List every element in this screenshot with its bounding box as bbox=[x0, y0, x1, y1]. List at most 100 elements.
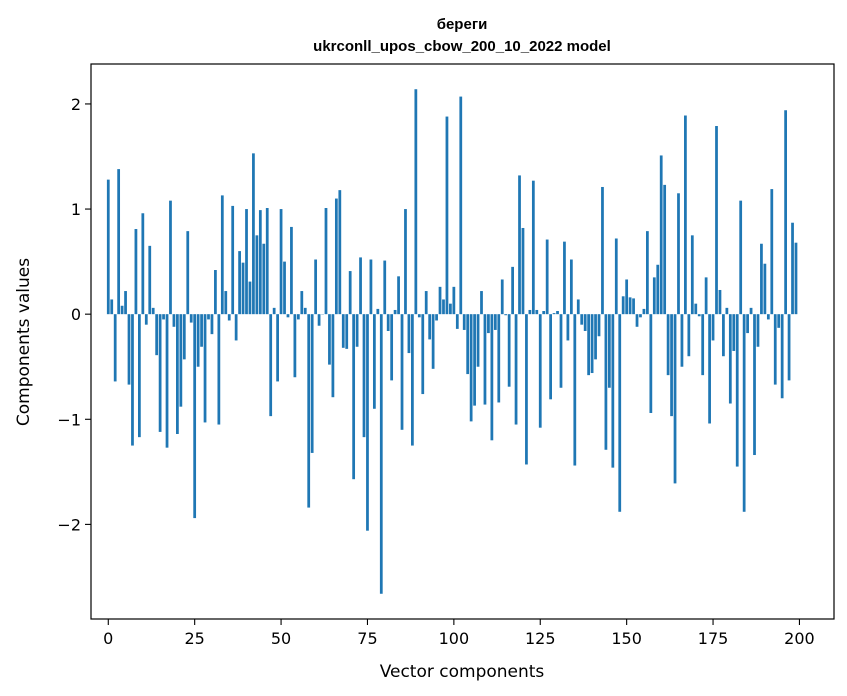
bar-107 bbox=[476, 314, 480, 367]
bar-9 bbox=[138, 314, 141, 438]
bar-116 bbox=[507, 314, 511, 387]
bar-12 bbox=[148, 245, 152, 315]
bar-77 bbox=[372, 314, 376, 409]
bar-58 bbox=[307, 314, 311, 508]
bar-60 bbox=[314, 259, 318, 315]
bar-146 bbox=[611, 314, 615, 468]
bar-123 bbox=[531, 180, 535, 315]
x-tick-label: 50 bbox=[271, 629, 291, 648]
bar-159 bbox=[656, 264, 660, 315]
bar-65 bbox=[331, 314, 335, 398]
bar-118 bbox=[514, 314, 518, 425]
bar-3 bbox=[117, 169, 121, 315]
bar-11 bbox=[144, 314, 148, 325]
bar-188 bbox=[756, 314, 760, 347]
bar-25 bbox=[193, 314, 197, 519]
bar-158 bbox=[652, 277, 656, 315]
x-tick-label: 75 bbox=[357, 629, 377, 648]
bar-0 bbox=[106, 179, 110, 315]
bar-31 bbox=[214, 270, 217, 315]
bar-178 bbox=[722, 314, 725, 357]
bar-148 bbox=[618, 314, 622, 512]
bar-51 bbox=[283, 261, 286, 315]
bar-181 bbox=[732, 314, 736, 351]
bar-29 bbox=[207, 314, 210, 320]
bar-102 bbox=[459, 96, 463, 315]
bar-132 bbox=[563, 241, 566, 315]
bar-83 bbox=[393, 309, 397, 315]
bar-90 bbox=[417, 314, 421, 318]
bar-172 bbox=[701, 314, 705, 376]
bar-115 bbox=[504, 314, 508, 316]
bar-94 bbox=[431, 314, 435, 369]
y-tick-label: −1 bbox=[57, 410, 81, 429]
bar-8 bbox=[134, 229, 138, 315]
bar-40 bbox=[245, 209, 248, 315]
bar-167 bbox=[684, 115, 687, 315]
bar-174 bbox=[708, 314, 711, 424]
bar-75 bbox=[366, 314, 369, 531]
bar-21 bbox=[179, 314, 183, 407]
bar-157 bbox=[649, 314, 653, 413]
bar-16 bbox=[162, 314, 165, 320]
bar-108 bbox=[480, 291, 483, 315]
bar-39 bbox=[241, 262, 245, 315]
bar-121 bbox=[525, 314, 528, 465]
x-axis-ticks: 0 25 50 75 100 125 150 175 200 bbox=[103, 619, 815, 648]
bar-67 bbox=[338, 190, 342, 315]
bar-134 bbox=[569, 259, 573, 315]
bar-99 bbox=[449, 303, 452, 315]
bar-133 bbox=[566, 314, 570, 341]
bar-76 bbox=[369, 259, 373, 315]
bar-95 bbox=[435, 314, 438, 321]
bar-6 bbox=[127, 314, 131, 385]
bar-161 bbox=[663, 184, 667, 315]
bar-103 bbox=[462, 314, 466, 330]
bar-195 bbox=[780, 314, 784, 399]
bar-196 bbox=[784, 110, 787, 315]
bar-110 bbox=[487, 314, 490, 334]
bar-113 bbox=[497, 314, 501, 403]
bar-137 bbox=[580, 314, 584, 325]
bar-187 bbox=[753, 314, 756, 456]
bar-171 bbox=[697, 314, 701, 317]
bar-141 bbox=[594, 314, 597, 360]
bar-87 bbox=[407, 314, 411, 354]
bar-38 bbox=[238, 251, 241, 315]
bar-98 bbox=[445, 116, 449, 315]
bar-153 bbox=[635, 314, 639, 327]
bar-106 bbox=[473, 314, 476, 406]
bar-7 bbox=[131, 314, 134, 446]
bar-24 bbox=[189, 314, 193, 323]
bar-163 bbox=[670, 314, 673, 417]
bar-48 bbox=[272, 307, 276, 315]
x-tick-label: 25 bbox=[184, 629, 204, 648]
bar-52 bbox=[286, 314, 290, 318]
bar-14 bbox=[155, 314, 159, 356]
bar-96 bbox=[438, 286, 442, 315]
bar-43 bbox=[255, 235, 259, 315]
bar-138 bbox=[583, 314, 587, 331]
bar-128 bbox=[549, 314, 552, 400]
bar-82 bbox=[390, 314, 394, 381]
bar-68 bbox=[341, 314, 345, 348]
bar-56 bbox=[300, 291, 304, 315]
bar-63 bbox=[324, 208, 328, 315]
bar-173 bbox=[704, 277, 708, 315]
bar-15 bbox=[158, 314, 162, 432]
bar-46 bbox=[265, 208, 269, 315]
bar-35 bbox=[227, 314, 231, 321]
bar-189 bbox=[760, 243, 763, 315]
bar-184 bbox=[742, 314, 746, 512]
x-tick-label: 150 bbox=[611, 629, 642, 648]
bar-149 bbox=[621, 296, 625, 315]
bar-55 bbox=[296, 314, 300, 320]
bar-47 bbox=[269, 314, 273, 417]
bar-26 bbox=[196, 314, 200, 367]
bar-120 bbox=[521, 227, 525, 315]
chart-title: береги bbox=[437, 16, 488, 33]
bar-28 bbox=[203, 314, 207, 423]
bar-177 bbox=[718, 289, 722, 315]
bar-127 bbox=[545, 239, 549, 315]
